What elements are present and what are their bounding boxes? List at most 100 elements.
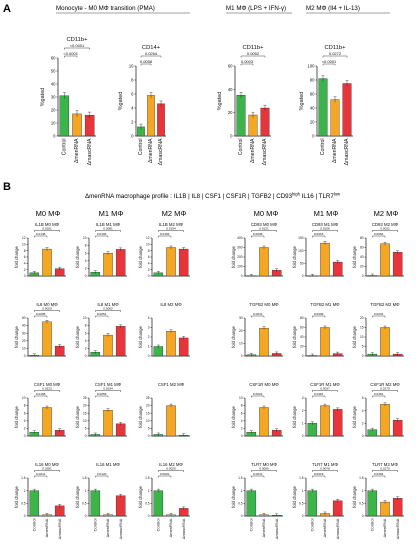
p-value-label: 0.0009 [314, 312, 324, 316]
significance-bracket [372, 395, 386, 398]
y-axis-label: fold change [138, 326, 143, 348]
significance-bracket [312, 390, 338, 392]
bar-dmenrna [259, 327, 269, 357]
y-tick-label: 10 [83, 316, 87, 320]
significance-bracket [34, 395, 48, 398]
chart-title: TGFB2 M2 MΦ [370, 302, 400, 307]
y-axis-label: fold change [352, 246, 357, 268]
bar-control [367, 490, 378, 517]
bar-dmascrna [260, 107, 270, 137]
bar-dmascrna [332, 409, 343, 437]
p-value-label: 0.0162 [160, 232, 170, 236]
p-value-label: 0.0123 [42, 387, 52, 391]
y-tick-label: 60 [360, 246, 364, 250]
y-tick-label: 5 [148, 427, 150, 431]
y-tick-label: 4 [241, 419, 243, 423]
category-label: ΔmascRNA [335, 518, 340, 539]
y-tick-label: 60 [310, 91, 315, 96]
chart-7: 0 2 4 6 8 10 12 fold change IL1B M2 MΦ 0.01620.01… [138, 222, 190, 278]
significance-bracket [240, 63, 254, 66]
significance-bracket [322, 63, 336, 66]
category-label: Control [138, 139, 144, 156]
y-tick-label: 6 [24, 411, 26, 415]
y-tick-label: 50 [51, 68, 56, 73]
chart-title: CSF1 M2 MΦ [158, 382, 185, 387]
bar-dmenrna [103, 253, 113, 277]
category-label: Control [32, 518, 37, 531]
y-tick-label: 0.5 [21, 501, 26, 505]
y-tick-label: 2 [24, 427, 26, 431]
y-tick-label: 1 [302, 489, 304, 493]
significance-bracket [312, 315, 326, 318]
category-label: ΔmascRNA [344, 138, 350, 165]
y-tick-label: 0.5 [359, 501, 364, 505]
y-tick-label: 15 [360, 326, 364, 330]
y-axis-label: fold change [352, 406, 357, 428]
y-tick-label: 40 [310, 105, 315, 110]
chart-10: 0 20 40 60 80 fold change CD93 M2 MΦ 0.00540.00… [352, 222, 404, 278]
significance-bracket [34, 315, 48, 318]
p-value-label: 0.0106 [320, 227, 330, 231]
bar-control [236, 94, 246, 137]
bar-dmenrna [380, 243, 390, 277]
significance-bracket [372, 315, 386, 318]
significance-bracket [34, 475, 48, 478]
y-tick-label: 20 [146, 404, 150, 408]
y-tick-label: 60 [300, 326, 304, 330]
significance-bracket [95, 235, 109, 238]
y-tick-label: 0 [241, 434, 243, 438]
significance-bracket [95, 395, 109, 398]
bar-control [307, 423, 318, 437]
significance-bracket [95, 315, 109, 318]
bar-control [29, 490, 40, 517]
y-tick-label: 10 [239, 396, 243, 400]
category-label: ΔmenRNA [148, 138, 154, 163]
p-value-label: 0.0011 [253, 312, 263, 316]
p-value-label: 0.0108 [36, 392, 46, 396]
p-value-label: 0.0120 [97, 472, 107, 476]
y-tick-label: 80 [360, 236, 364, 240]
bar-dmascrna [342, 83, 352, 137]
bar-dmenrna [259, 247, 269, 277]
y-tick-label: 0 [302, 274, 304, 278]
significance-bracket [312, 395, 326, 398]
bar-dmenrna [380, 327, 390, 357]
significance-bracket [34, 310, 60, 312]
p-value-label: 0.0022 [253, 392, 263, 396]
y-axis-label: fold change [231, 406, 236, 428]
category-label: Control [320, 139, 326, 156]
significance-bracket [64, 55, 78, 58]
category-label: ΔmascRNA [87, 138, 93, 165]
significance-bracket [372, 230, 398, 232]
y-tick-label: 20 [360, 316, 364, 320]
chart-28: 0 0.5 1 1.5 fold change TLR7 M2 MΦ Control Δmen… [352, 462, 404, 539]
significance-bracket [372, 235, 386, 238]
y-axis-label: fold change [352, 326, 357, 348]
y-axis-label: fold change [75, 246, 80, 268]
y-axis-label: fold change [231, 486, 236, 508]
y-tick-label: 12 [146, 236, 150, 240]
y-tick-label: 40 [228, 87, 233, 92]
y-tick-label: 1 [362, 489, 364, 493]
y-tick-label: 4 [24, 419, 26, 423]
y-axis-label: fold change [138, 246, 143, 268]
significance-bracket [372, 470, 398, 472]
y-axis-label: fold change [14, 406, 19, 428]
chart-9: 0 50 100 150 fold change CD93 M1 MΦ 0.00150.01… [292, 222, 344, 278]
chart-title: CD11b+ [243, 45, 265, 51]
p-value-label: 0.0264 [145, 51, 158, 56]
bar-dmenrna [320, 405, 330, 437]
category-label: ΔmenRNA [332, 138, 338, 163]
chart-title: CD93 M1 MΦ [312, 222, 339, 227]
y-tick-label: 2 [241, 427, 243, 431]
y-tick-label: 50 [300, 261, 304, 265]
y-tick-label: 0 [148, 354, 150, 358]
category-label: ΔmascRNA [262, 138, 268, 165]
y-axis-label: %gated [118, 92, 124, 111]
y-tick-label: 0 [24, 274, 26, 278]
y-tick-label: 40 [300, 335, 304, 339]
panel-label-a: A [3, 3, 11, 15]
